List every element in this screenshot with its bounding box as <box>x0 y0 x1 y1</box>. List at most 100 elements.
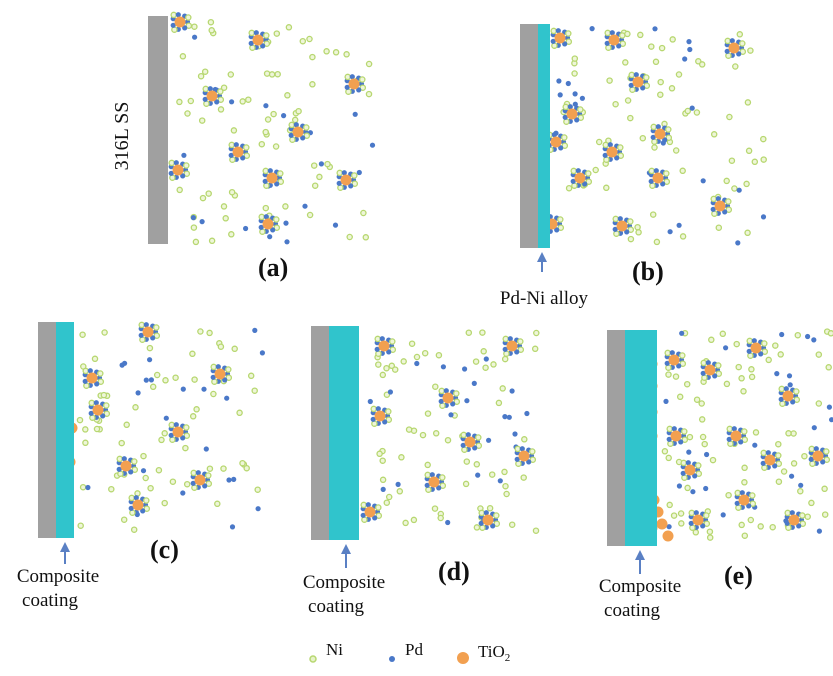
ni-atom <box>677 510 685 517</box>
ni-atom <box>775 440 782 448</box>
ni-atom <box>733 340 740 348</box>
pd-atom <box>170 22 176 28</box>
tio2-particle <box>704 364 716 376</box>
ni-atom <box>169 436 176 443</box>
ni-atom <box>478 509 485 517</box>
ni-atom <box>268 71 276 78</box>
pd-atom <box>253 30 259 36</box>
ni-atom <box>784 509 791 517</box>
pd-atom <box>735 240 741 246</box>
ni-atom <box>571 182 578 189</box>
ni-atom <box>153 332 161 339</box>
ni-atom <box>649 211 657 218</box>
ni-atom <box>176 98 183 106</box>
ni-atom <box>259 228 266 235</box>
ni-atom <box>701 374 708 381</box>
ni-atom <box>749 500 757 507</box>
ni-atom <box>236 409 243 417</box>
ni-atom <box>192 238 200 246</box>
ni-atom <box>251 387 258 394</box>
ni-atom <box>719 330 727 338</box>
pd-atom <box>567 104 573 110</box>
pd-atom <box>233 142 239 148</box>
ni-atom <box>375 512 383 519</box>
ni-atom <box>577 106 584 113</box>
ni-atom <box>740 388 747 395</box>
particle-layer <box>62 11 833 542</box>
tio2-particle <box>378 340 390 352</box>
pd-atom <box>509 388 515 394</box>
ni-atom <box>168 421 175 429</box>
pd-atom <box>300 135 306 141</box>
ni-atom <box>155 466 163 474</box>
ni-atom <box>360 501 367 509</box>
ni-atom <box>612 215 619 223</box>
tio2-particle <box>86 372 98 384</box>
ni-atom <box>746 337 753 345</box>
pd-atom <box>700 178 706 184</box>
ni-atom <box>437 514 444 522</box>
ni-atom <box>653 238 661 246</box>
ni-atom <box>161 430 168 437</box>
pd-atom <box>356 87 362 93</box>
ni-atom <box>91 355 99 363</box>
ni-atom <box>514 445 521 453</box>
pd-atom <box>778 396 784 402</box>
ni-atom <box>723 380 731 388</box>
ni-atom <box>116 455 123 463</box>
tio2-particle <box>174 16 186 28</box>
pd-atom <box>318 161 324 167</box>
ni-atom <box>198 117 206 124</box>
tio2-particle <box>442 392 454 404</box>
ni-atom <box>711 210 718 217</box>
pd-atom <box>723 345 729 351</box>
pd-atom <box>190 480 196 486</box>
ni-atom <box>432 383 439 390</box>
pd-atom <box>686 39 692 45</box>
pd-atom <box>790 399 796 405</box>
legend-ni-label: Ni <box>326 640 343 659</box>
ni-atom <box>206 329 213 337</box>
ni-atom <box>187 97 195 105</box>
pd-atom <box>676 483 683 489</box>
ni-atom <box>665 371 672 378</box>
ni-atom <box>678 520 685 527</box>
ni-atom <box>706 528 714 535</box>
composite-coating-layer-c <box>56 322 74 538</box>
ni-atom <box>761 340 768 347</box>
tio2-particle <box>764 454 776 466</box>
pd-atom <box>736 187 742 193</box>
pd-atom <box>93 400 99 406</box>
ni-atom <box>743 180 750 188</box>
ni-atom <box>385 493 393 501</box>
ni-atom <box>651 144 658 151</box>
pd-atom <box>562 41 568 47</box>
pd-atom <box>133 495 139 501</box>
ni-atom <box>801 452 808 460</box>
ni-atom <box>472 358 480 365</box>
pd-atom <box>726 436 732 442</box>
ni-atom <box>82 367 89 375</box>
ni-atom <box>182 444 189 452</box>
pd-atom <box>203 446 209 452</box>
pd-atom <box>693 510 699 516</box>
ni-atom <box>760 449 767 457</box>
ni-atom <box>627 218 634 225</box>
ni-atom <box>725 52 732 59</box>
pd-atom <box>270 227 276 233</box>
ni-atom <box>254 486 261 493</box>
pd-atom <box>607 142 613 148</box>
composite-coating-layer-e <box>625 330 657 546</box>
ni-atom <box>710 131 718 138</box>
ni-atom <box>725 198 732 205</box>
pd-atom <box>349 74 355 80</box>
ni-atom <box>752 429 760 436</box>
pd-atom <box>811 337 817 343</box>
ni-atom <box>143 497 150 504</box>
ni-atom <box>561 134 568 141</box>
ni-atom <box>603 156 610 163</box>
ni-atom <box>217 88 224 95</box>
ni-atom <box>205 472 212 479</box>
ni-atom <box>285 24 293 31</box>
